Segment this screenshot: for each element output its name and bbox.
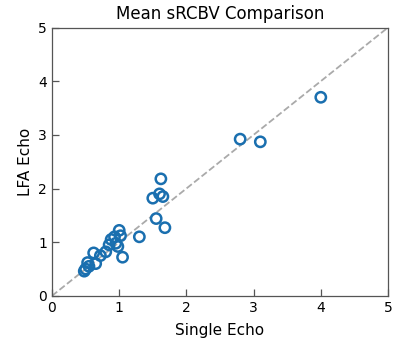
Point — [160, 194, 166, 199]
Point — [116, 228, 122, 233]
Point — [86, 264, 92, 269]
Point — [92, 261, 99, 266]
Point — [84, 260, 91, 265]
Point — [156, 191, 163, 197]
Point — [113, 240, 119, 246]
Title: Mean sRCBV Comparison: Mean sRCBV Comparison — [116, 5, 324, 23]
Point — [136, 234, 142, 239]
Point — [81, 268, 88, 274]
Y-axis label: LFA Echo: LFA Echo — [18, 128, 33, 196]
Point — [150, 195, 156, 201]
Point — [97, 253, 104, 258]
Point — [115, 244, 121, 249]
Point — [111, 234, 118, 239]
Point — [117, 233, 124, 238]
X-axis label: Single Echo: Single Echo — [176, 323, 264, 338]
Point — [119, 255, 126, 260]
Point — [102, 249, 109, 255]
Point — [106, 242, 112, 248]
Point — [158, 176, 164, 182]
Point — [162, 225, 168, 230]
Point — [90, 250, 97, 256]
Point — [318, 95, 324, 100]
Point — [108, 237, 114, 242]
Point — [153, 216, 159, 221]
Point — [257, 139, 264, 144]
Point — [237, 136, 243, 142]
Point — [82, 266, 89, 272]
